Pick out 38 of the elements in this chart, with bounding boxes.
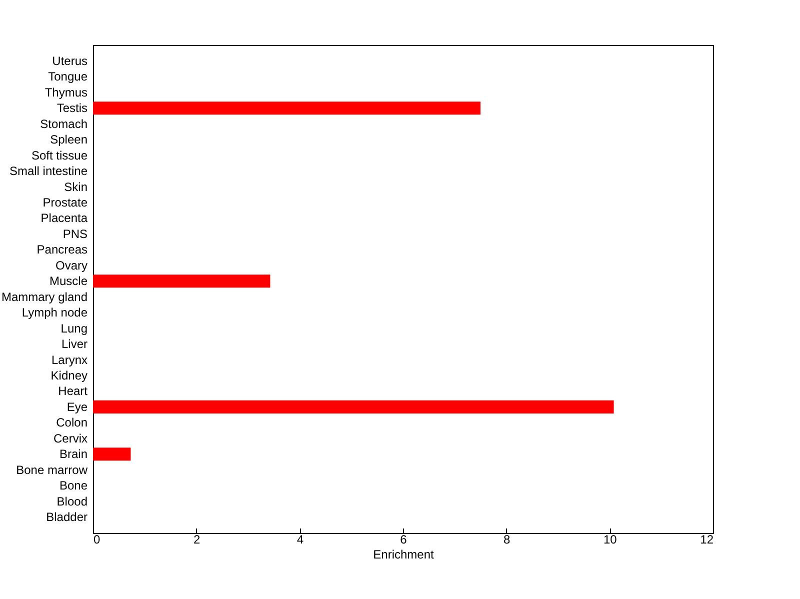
- x-tick-label: 6: [400, 532, 408, 546]
- y-tick-label: Mammary gland: [1, 290, 88, 304]
- y-tick-label: Bone: [59, 478, 88, 493]
- y-tick-label: Spleen: [50, 132, 88, 147]
- y-tick-label: Placenta: [40, 211, 88, 226]
- x-tick-label: 2: [193, 532, 200, 546]
- y-tick-label: Heart: [58, 384, 88, 398]
- y-tick-label: Colon: [56, 416, 88, 430]
- y-tick-label: Ovary: [55, 258, 88, 272]
- y-tick-label: Blood: [56, 494, 88, 508]
- y-tick-label: Larynx: [51, 352, 88, 367]
- x-tick-label: 10: [603, 532, 618, 546]
- y-tick-label: Thymus: [44, 85, 88, 100]
- y-tick-label: Lymph node: [22, 306, 88, 320]
- y-tick-label: Eye: [66, 400, 88, 414]
- y-tick-label: Skin: [64, 180, 88, 194]
- y-tick-label: Pancreas: [36, 242, 88, 257]
- x-tick-label: 8: [503, 532, 510, 546]
- y-tick-label: Uterus: [52, 54, 88, 68]
- x-tick-label: 12: [700, 532, 714, 546]
- y-tick-label: Testis: [56, 101, 88, 116]
- y-tick-label: Stomach: [40, 116, 88, 131]
- y-tick-label: Soft tissue: [31, 148, 88, 162]
- y-tick-label: PNS: [62, 226, 88, 241]
- y-tick-label: Cervix: [53, 431, 88, 446]
- y-tick-label: Liver: [61, 337, 88, 352]
- y-tick-label: Bone marrow: [16, 462, 88, 477]
- y-tick-label: Kidney: [50, 368, 88, 382]
- y-tick-label: Lung: [60, 321, 88, 336]
- x-tick-label: 4: [296, 532, 304, 546]
- y-tick-label: Bladder: [46, 510, 88, 524]
- y-tick-label: Small intestine: [9, 164, 88, 178]
- y-tick-label: Tongue: [48, 70, 88, 84]
- y-tick-label: Prostate: [42, 196, 88, 210]
- x-axis-title: Enrichment: [373, 548, 435, 562]
- x-tick-label: 0: [94, 532, 100, 546]
- y-tick-label: Muscle: [49, 274, 88, 288]
- y-tick-label: Brain: [59, 447, 88, 462]
